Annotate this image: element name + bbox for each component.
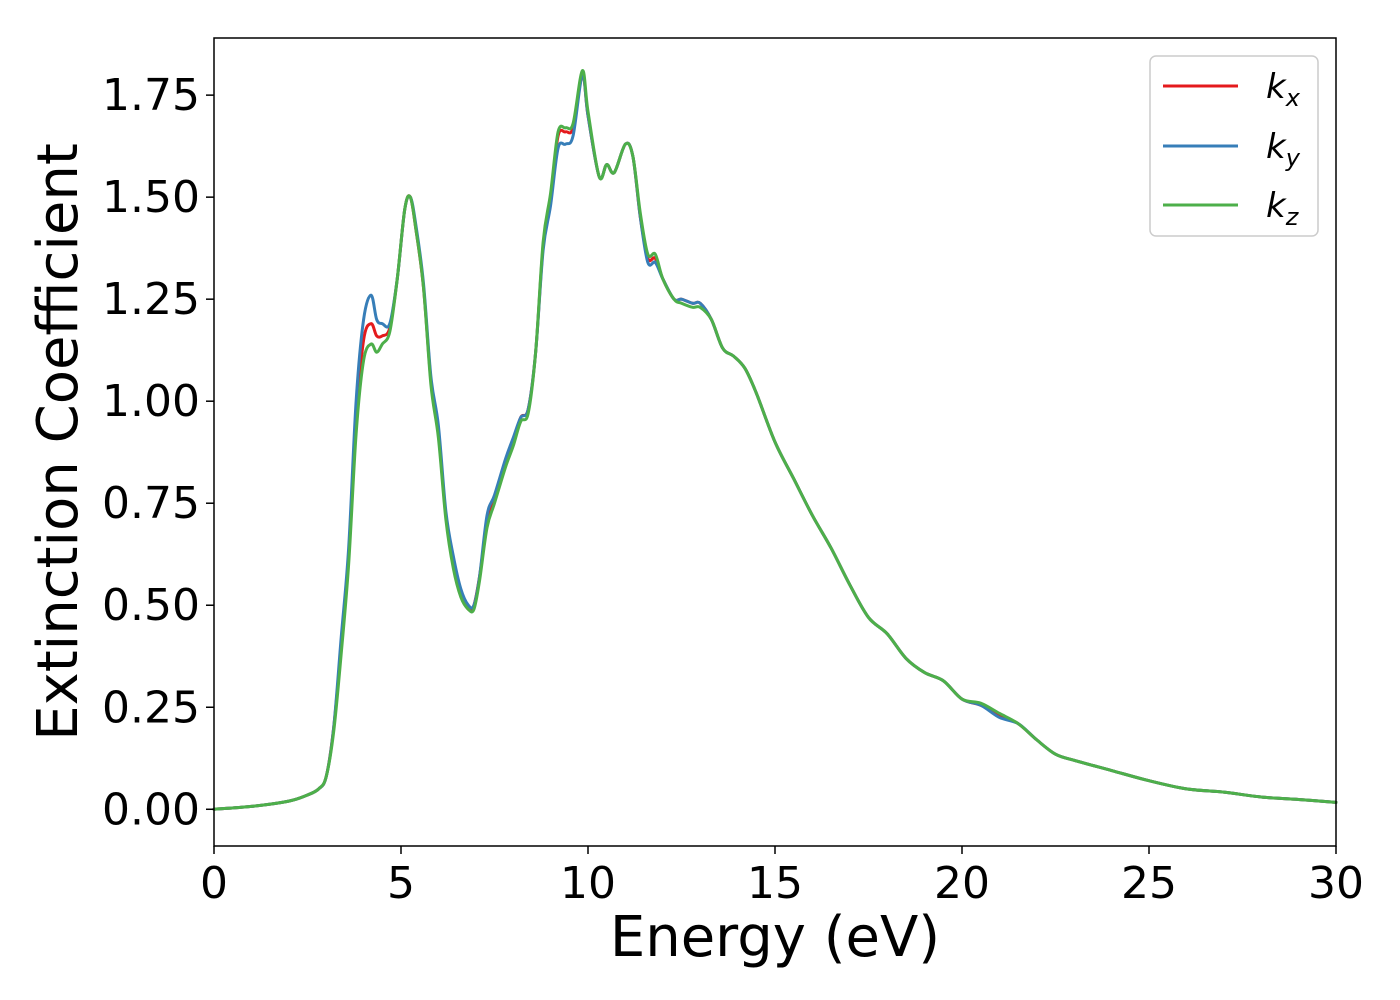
legend-label-x: kx bbox=[1266, 67, 1301, 112]
x-tick-label: 15 bbox=[747, 858, 803, 909]
legend-label-subscript: z bbox=[1285, 203, 1300, 231]
y-tick-label: 1.50 bbox=[102, 172, 200, 223]
legend-label-base: k bbox=[1266, 67, 1287, 107]
series-line-z bbox=[212, 69, 1338, 811]
x-axis-title: Energy (eV) bbox=[610, 905, 940, 970]
legend-label-base: k bbox=[1266, 186, 1287, 226]
legend-label-base: k bbox=[1266, 127, 1287, 167]
series-layer bbox=[212, 69, 1338, 811]
x-tick-label: 30 bbox=[1308, 858, 1364, 909]
x-tick-label: 0 bbox=[200, 858, 228, 909]
y-tick-label: 0.50 bbox=[102, 580, 200, 631]
y-tick-label: 0.25 bbox=[102, 682, 200, 733]
legend-label-subscript: x bbox=[1285, 84, 1301, 112]
y-tick-label: 0.75 bbox=[102, 478, 200, 529]
y-tick-label: 0.00 bbox=[102, 784, 200, 835]
legend-label-z: kz bbox=[1266, 186, 1300, 231]
legend-label-subscript: y bbox=[1285, 144, 1301, 172]
x-tick-label: 10 bbox=[560, 858, 616, 909]
x-axis: 0 5 10 15 20 25 30 bbox=[200, 846, 1364, 909]
legend-label-y: ky bbox=[1266, 127, 1301, 172]
y-tick-label: 1.75 bbox=[102, 70, 200, 121]
y-tick-label: 1.25 bbox=[102, 274, 200, 325]
y-axis: 0.00 0.25 0.50 0.75 1.00 1.25 1.50 1.75 bbox=[102, 70, 214, 835]
y-tick-label: 1.00 bbox=[102, 376, 200, 427]
y-axis-title: Extinction Coefficient bbox=[26, 143, 91, 741]
x-tick-label: 20 bbox=[934, 858, 990, 909]
x-tick-label: 5 bbox=[387, 858, 415, 909]
x-tick-label: 25 bbox=[1121, 858, 1177, 909]
